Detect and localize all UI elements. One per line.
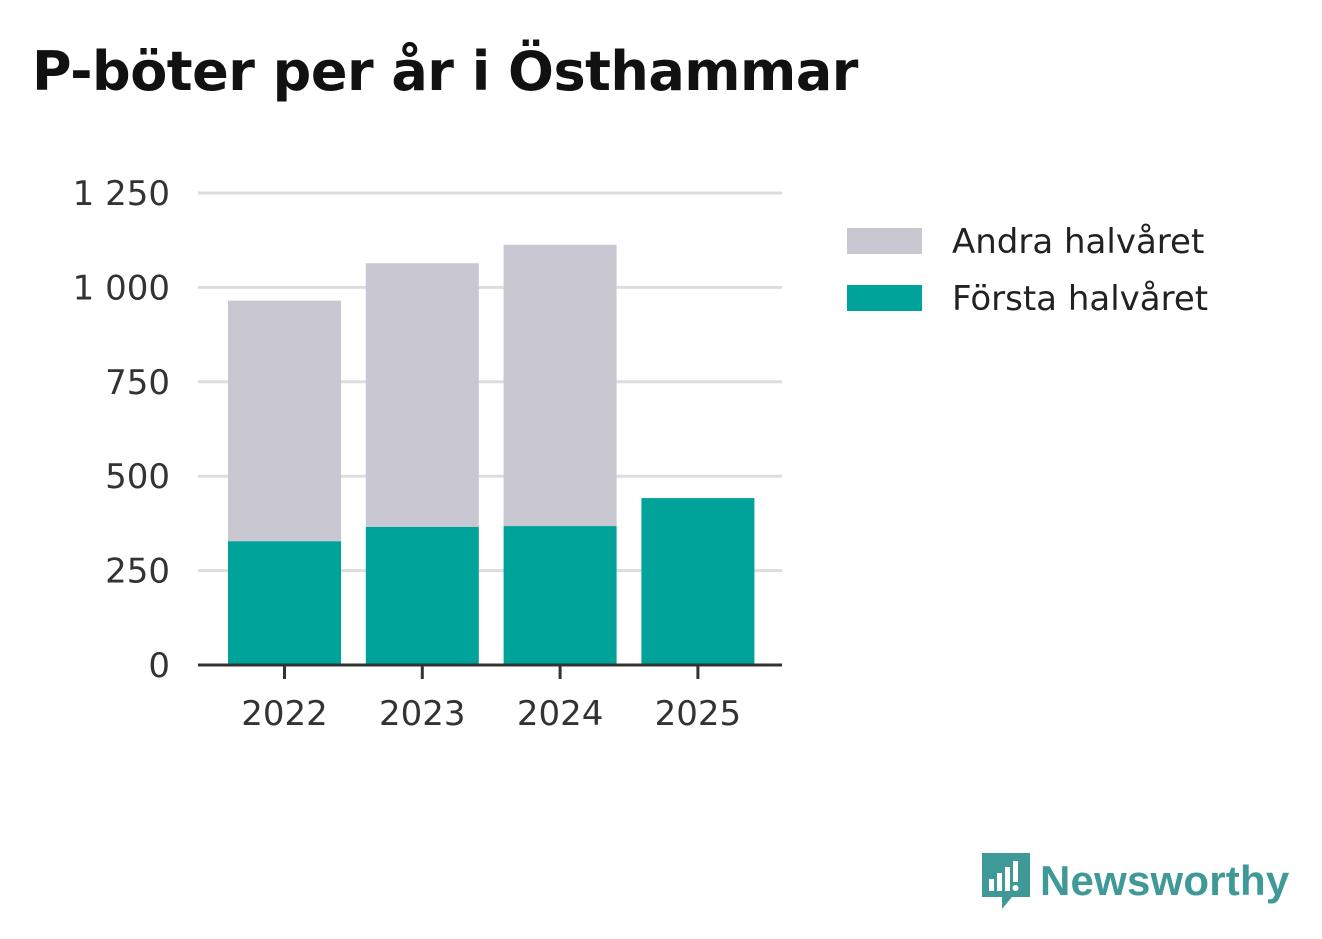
x-tick-label: 2022	[241, 694, 328, 734]
legend: Andra halvåret Första halvåret	[847, 222, 1208, 319]
bars	[228, 244, 755, 665]
bar-2025-första-halvåret	[641, 498, 755, 665]
x-tick-label: 2025	[655, 694, 742, 734]
y-tick-label: 1 250	[73, 174, 170, 214]
y-tick-labels: 0 250 500 750 1 000 1 250	[73, 174, 170, 686]
legend-label: Första halvåret	[952, 279, 1208, 319]
legend-swatch	[847, 228, 922, 254]
y-tick-label: 0	[148, 646, 170, 686]
x-tick-label: 2023	[379, 694, 466, 734]
y-tick-label: 500	[105, 457, 170, 497]
x-tick-labels: 2022 2023 2024 2025	[241, 694, 741, 734]
legend-label: Andra halvåret	[952, 222, 1204, 262]
bar-2024-andra-halvåret	[503, 244, 617, 527]
bar-2022-första-halvåret	[228, 541, 341, 665]
bar-2023-första-halvåret	[365, 526, 479, 665]
newsworthy-logo: Newsworthy	[980, 850, 1289, 912]
brand-name: Newsworthy	[1040, 857, 1290, 904]
bar-2023-andra-halvåret	[365, 263, 479, 527]
legend-swatch	[847, 285, 922, 311]
bar-2022-andra-halvåret	[228, 300, 341, 542]
x-axis	[198, 663, 782, 679]
y-tick-label: 1 000	[73, 268, 170, 308]
y-tick-label: 750	[105, 363, 170, 403]
y-tick-label: 250	[105, 552, 170, 592]
chart-svg: 0 250 500 750 1 000 1 250 2022 2023 2024 2025 An…	[73, 174, 1208, 734]
x-tick-label: 2024	[517, 694, 604, 734]
speech-bubble-bars-icon	[982, 853, 1030, 909]
bar-2024-första-halvåret	[503, 526, 617, 665]
chart-title: P-böter per år i Östhammar	[32, 40, 858, 103]
